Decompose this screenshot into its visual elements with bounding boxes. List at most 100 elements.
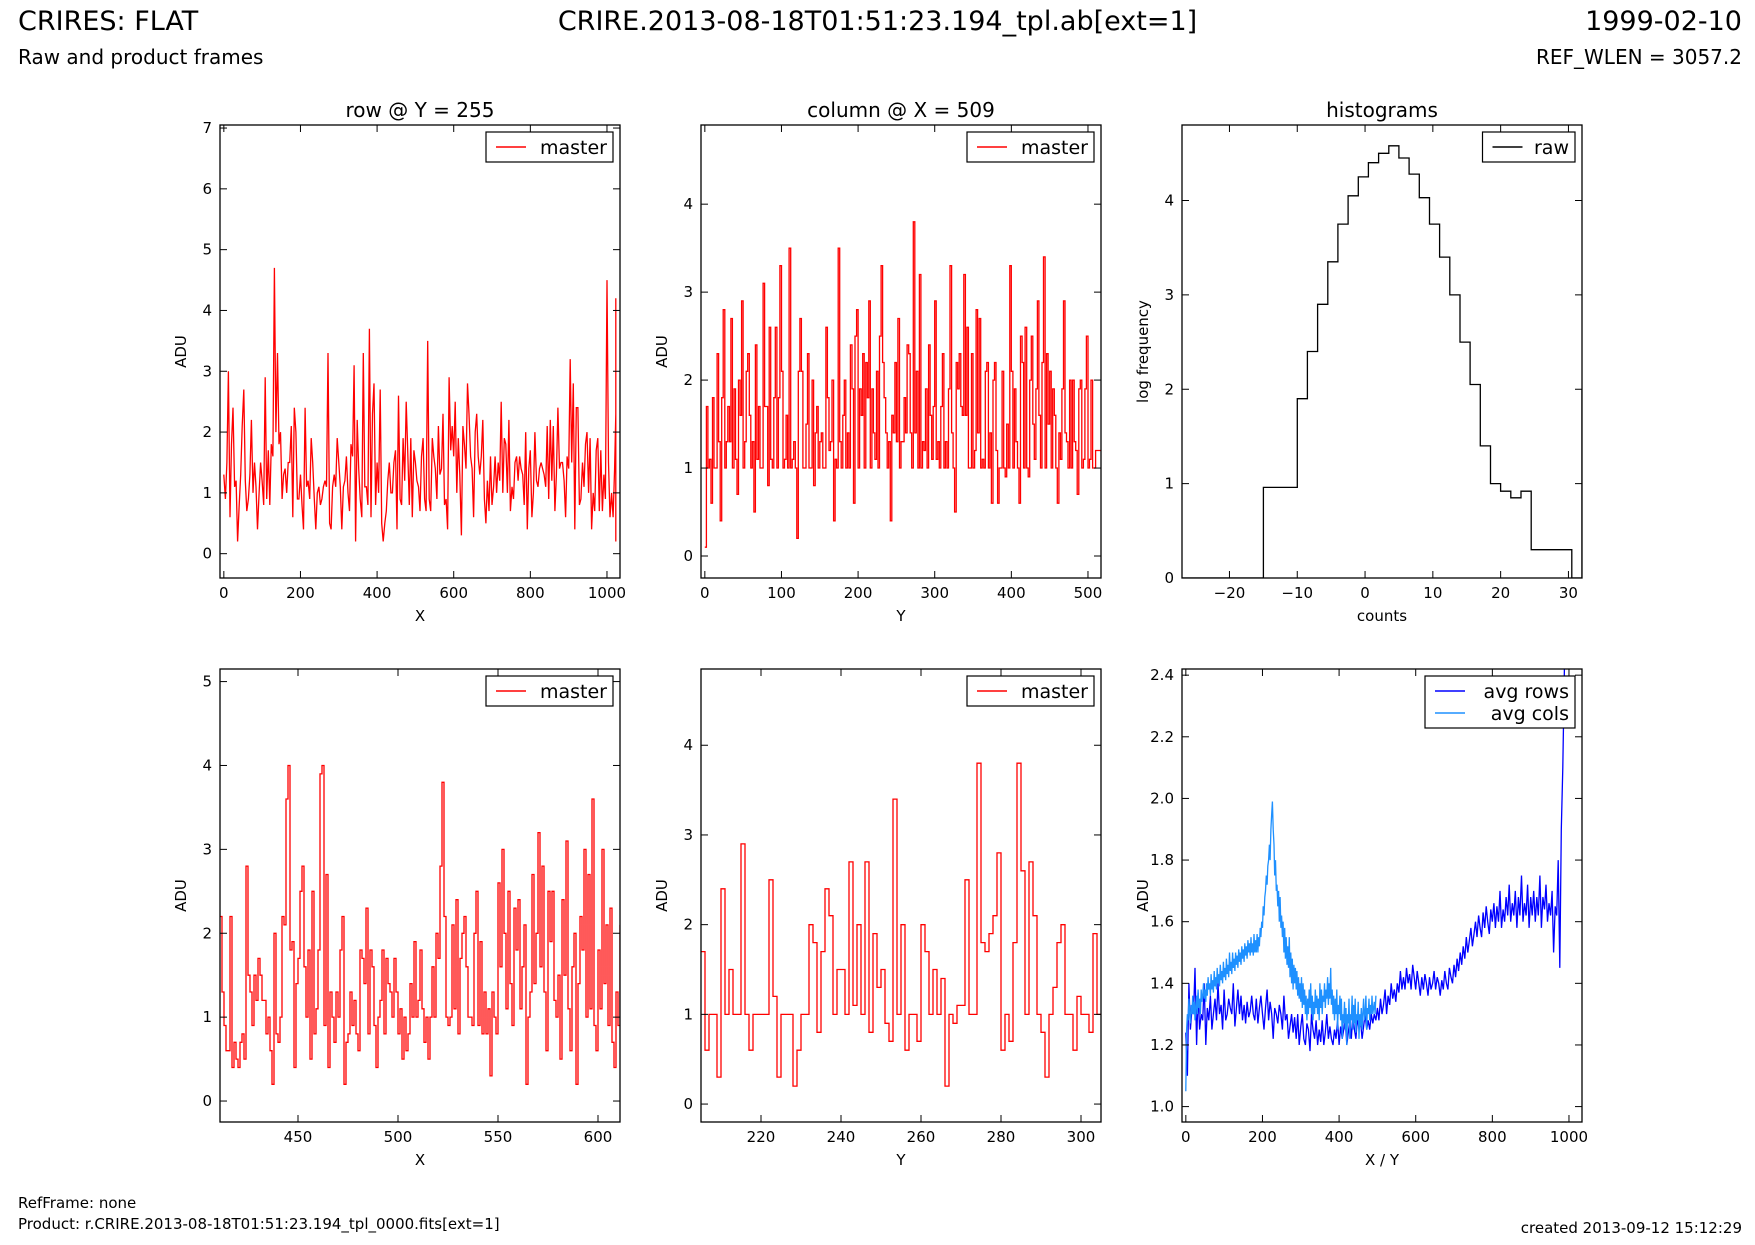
- plot-frame: [700, 668, 1102, 1123]
- y-tick-label: 4: [1164, 192, 1174, 210]
- refframe-label: RefFrame: none: [18, 1194, 137, 1212]
- chart-panel-column: 0 100 200 300 400 500 0 1 2 3 4 column @ X = 509 Y AD…: [653, 98, 1102, 625]
- x-tick-label: 550: [484, 1128, 513, 1146]
- series-line-master: [704, 221, 1101, 548]
- y-tick-label: 4: [202, 301, 212, 319]
- legend-label: avg cols: [1491, 703, 1569, 725]
- file-title: CRIRE.2013-08-18T01:51:23.194_tpl.ab[ext…: [557, 6, 1198, 37]
- x-tick-label: 600: [584, 1128, 613, 1146]
- y-tick-label: 4: [683, 736, 693, 754]
- legend: master: [966, 131, 1095, 163]
- x-tick-label: 200: [1248, 1128, 1277, 1146]
- plot-frame: [219, 668, 621, 1123]
- plot-frame: [1181, 124, 1583, 579]
- figure-title: CRIRES: FLAT: [18, 6, 199, 37]
- y-tick-label: 3: [683, 283, 693, 301]
- y-tick-label: 3: [1164, 286, 1174, 304]
- y-tick-label: 1.8: [1150, 851, 1174, 869]
- y-tick-label: 1: [202, 1008, 212, 1026]
- legend-box: [485, 675, 614, 707]
- y-tick-label: 4: [202, 756, 212, 774]
- x-tick-label: 400: [1325, 1128, 1354, 1146]
- ref-wlen-label: REF_WLEN = 3057.2: [1535, 45, 1742, 69]
- y-tick-label: 2: [202, 423, 212, 441]
- x-tick-label: 30: [1559, 584, 1578, 602]
- x-tick-label: −20: [1214, 584, 1246, 602]
- legend-label: raw: [1534, 137, 1569, 159]
- x-tick-label: 1000: [1550, 1128, 1588, 1146]
- x-tick-label: −10: [1281, 584, 1313, 602]
- y-tick-label: 1.2: [1150, 1036, 1174, 1054]
- legend: master: [485, 131, 614, 163]
- x-tick-label: 260: [907, 1128, 936, 1146]
- y-tick-label: 5: [202, 241, 212, 259]
- legend-label: master: [1021, 681, 1088, 703]
- y-tick-label: 5: [202, 673, 212, 691]
- legend-label: master: [540, 681, 607, 703]
- y-tick-label: 0: [1164, 569, 1174, 587]
- y-axis-label: ADU: [653, 335, 671, 368]
- series-line-master: [220, 764, 620, 1085]
- chart-panel-averages: 0 200 400 600 800 1000 1.0 1.2 1.4 1.6 1.8 2.0 2.2 2.…: [1134, 666, 1588, 1169]
- x-tick-label: 220: [747, 1128, 776, 1146]
- x-tick-label: 800: [516, 584, 545, 602]
- y-tick-label: 1.4: [1150, 974, 1174, 992]
- x-axis-label: Y: [895, 1151, 906, 1169]
- plot-frame: [1181, 668, 1583, 1123]
- x-tick-label: 600: [1401, 1128, 1430, 1146]
- x-tick-label: 1000: [588, 584, 626, 602]
- x-axis-label: Y: [895, 607, 906, 625]
- y-tick-label: 7: [202, 119, 212, 137]
- x-tick-label: 0: [700, 584, 710, 602]
- x-tick-label: 0: [1360, 584, 1370, 602]
- x-axis-label: X / Y: [1365, 1151, 1400, 1169]
- chart-title: column @ X = 509: [807, 98, 995, 122]
- y-tick-label: 2: [1164, 380, 1174, 398]
- legend-label: master: [540, 137, 607, 159]
- y-tick-label: 1.6: [1150, 913, 1174, 931]
- chart-panel-histograms: −20 −10 0 10 20 30 0 1 2 3 4 histograms counts log fr…: [1134, 98, 1583, 625]
- x-tick-label: 240: [827, 1128, 856, 1146]
- y-tick-label: 0: [202, 1092, 212, 1110]
- y-axis-label: ADU: [172, 335, 190, 368]
- y-tick-label: 2: [683, 916, 693, 934]
- y-tick-label: 0: [683, 1095, 693, 1113]
- y-tick-label: 2.2: [1150, 728, 1174, 746]
- legend: master: [485, 675, 614, 707]
- y-axis-label: log frequency: [1134, 300, 1152, 403]
- y-axis-label: ADU: [1134, 879, 1152, 912]
- chart-panel-row: 0 200 400 600 800 1000 0 1 2 3 4 5 6 7 row @ Y = 255 X A…: [172, 98, 626, 625]
- x-tick-label: 0: [1181, 1128, 1191, 1146]
- x-axis-label: X: [415, 1151, 425, 1169]
- x-tick-label: 100: [767, 584, 796, 602]
- series-line-avg-cols: [1185, 801, 1377, 1092]
- y-tick-label: 3: [202, 840, 212, 858]
- legend-label: avg rows: [1484, 681, 1569, 703]
- y-tick-label: 0: [683, 547, 693, 565]
- plot-frame: [219, 124, 621, 579]
- y-tick-label: 2.0: [1150, 789, 1174, 807]
- series-line-master: [701, 762, 1101, 1087]
- y-axis-label: ADU: [172, 879, 190, 912]
- date-label: 1999-02-10: [1585, 6, 1742, 37]
- y-tick-label: 1.0: [1150, 1098, 1174, 1116]
- legend: master: [966, 675, 1095, 707]
- x-tick-label: 300: [1067, 1128, 1096, 1146]
- chart-title: histograms: [1326, 98, 1438, 122]
- x-tick-label: 800: [1478, 1128, 1507, 1146]
- x-tick-label: 200: [844, 584, 873, 602]
- series-line-master: [223, 267, 617, 542]
- x-tick-label: 500: [384, 1128, 413, 1146]
- x-tick-label: 600: [439, 584, 468, 602]
- x-tick-label: 450: [284, 1128, 313, 1146]
- series-line-avg-rows: [1185, 669, 1566, 1076]
- x-tick-label: 400: [997, 584, 1026, 602]
- created-label: created 2013-09-12 15:12:29: [1520, 1219, 1742, 1237]
- legend-label: master: [1021, 137, 1088, 159]
- legend-box: [1424, 675, 1576, 729]
- chart-panel-row_zoom: 450 500 550 600 0 1 2 3 4 5 X ADU master: [172, 668, 621, 1169]
- chart-panel-column_zoom: 220 240 260 280 300 0 1 2 3 4 Y ADU master: [653, 668, 1102, 1169]
- product-label: Product: r.CRIRE.2013-08-18T01:51:23.194…: [18, 1215, 500, 1233]
- y-tick-label: 3: [683, 826, 693, 844]
